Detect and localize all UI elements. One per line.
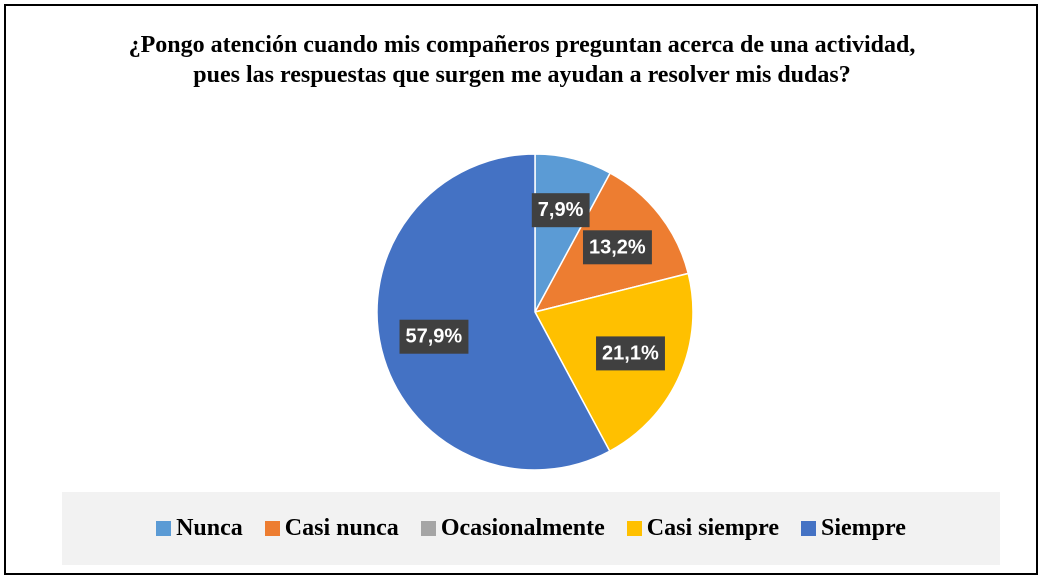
legend-item: Ocasionalmente (420, 515, 605, 542)
legend-item: Casi siempre (626, 515, 780, 542)
chart-title: ¿Pongo atención cuando mis compañeros pr… (128, 32, 916, 88)
legend-swatch (156, 521, 172, 536)
data-label-box (531, 193, 590, 228)
legend-label: Casi nunca (284, 515, 399, 541)
data-label-text: 7,9% (538, 199, 584, 221)
data-label-text: 57,9% (406, 326, 463, 348)
data-label-text: 13,2% (589, 236, 646, 258)
data-label: 57,9% (399, 319, 469, 354)
chart-frame (4, 4, 1038, 575)
legend-swatch (420, 521, 436, 536)
legend: Nunca Casi nunca Ocasionalmente Casi siempr… (62, 492, 1000, 565)
data-label-box (596, 336, 665, 371)
legend-label: Siempre (821, 515, 906, 541)
data-label-text: 21,1% (602, 342, 659, 364)
legend-label: Casi siempre (646, 515, 780, 541)
legend-swatch (264, 521, 280, 536)
data-label-box (582, 230, 652, 265)
data-label-box (399, 319, 469, 354)
data-label: 7,9% (531, 193, 590, 228)
legend-item: Casi nunca (264, 515, 399, 542)
legend-label: Nunca (176, 515, 243, 541)
data-label: 13,2% (582, 230, 652, 265)
legend-item: Nunca (156, 515, 243, 542)
legend-swatch (801, 521, 817, 536)
data-label: 21,1% (596, 336, 665, 371)
legend-label: Ocasionalmente (440, 515, 605, 541)
pie-slice (376, 153, 611, 471)
legend-swatch (626, 521, 642, 536)
legend-item: Siempre (801, 515, 906, 542)
